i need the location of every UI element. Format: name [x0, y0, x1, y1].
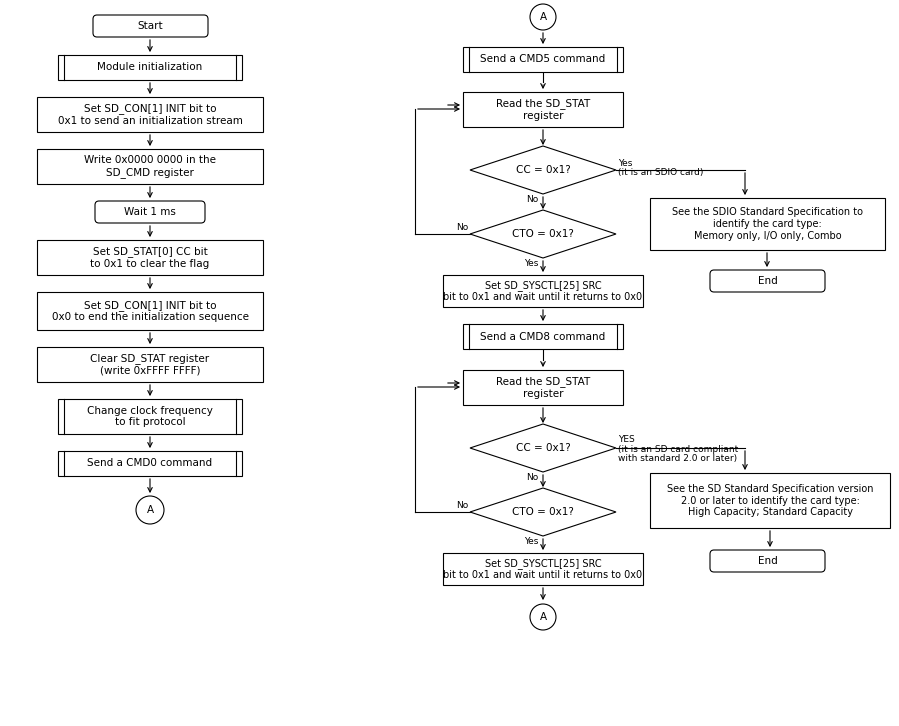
Text: Start: Start	[138, 21, 164, 31]
Bar	[37, 97, 263, 132]
Text: CC = 0x1?: CC = 0x1?	[516, 165, 570, 175]
Polygon shape	[470, 488, 616, 536]
Text: Read the SD_STAT
register: Read the SD_STAT register	[496, 98, 590, 121]
Text: Change clock frequency
to fit protocol: Change clock frequency to fit protocol	[87, 406, 213, 428]
Bar	[650, 198, 885, 250]
Text: End: End	[758, 276, 778, 286]
Text: Set SD_STAT[0] CC bit
to 0x1 to clear the flag: Set SD_STAT[0] CC bit to 0x1 to clear th…	[91, 246, 209, 269]
Text: YES: YES	[618, 436, 635, 444]
Text: Yes: Yes	[618, 158, 632, 168]
FancyBboxPatch shape	[710, 270, 825, 292]
Text: Write 0x0000 0000 in the
SD_CMD register: Write 0x0000 0000 in the SD_CMD register	[84, 155, 216, 178]
Text: End: End	[758, 556, 778, 566]
Text: No: No	[456, 500, 468, 510]
Polygon shape	[470, 210, 616, 258]
Bar	[58, 399, 242, 434]
Text: No: No	[456, 222, 468, 232]
Text: Send a CMD0 command: Send a CMD0 command	[87, 459, 212, 468]
Bar	[37, 149, 263, 184]
Text: Yes: Yes	[523, 537, 538, 547]
Text: No: No	[526, 195, 538, 205]
Bar	[463, 92, 623, 127]
Text: (it is an SD card compliant: (it is an SD card compliant	[618, 444, 738, 454]
Text: A: A	[539, 12, 547, 22]
Text: See the SD Standard Specification version
2.0 or later to identify the card type: See the SD Standard Specification versio…	[667, 484, 873, 517]
Text: Module initialization: Module initialization	[97, 62, 202, 73]
Text: CTO = 0x1?: CTO = 0x1?	[512, 229, 574, 239]
Circle shape	[530, 4, 556, 30]
Text: Wait 1 ms: Wait 1 ms	[124, 207, 176, 217]
FancyBboxPatch shape	[710, 550, 825, 572]
Text: Yes: Yes	[523, 259, 538, 269]
Text: CC = 0x1?: CC = 0x1?	[516, 443, 570, 453]
Bar	[463, 370, 623, 405]
FancyBboxPatch shape	[93, 15, 208, 37]
Bar	[37, 292, 263, 330]
Bar	[443, 275, 643, 307]
Text: Clear SD_STAT register
(write 0xFFFF FFFF): Clear SD_STAT register (write 0xFFFF FFF…	[91, 354, 209, 376]
Circle shape	[136, 496, 164, 524]
Text: (it is an SDIO card): (it is an SDIO card)	[618, 168, 703, 176]
Text: Read the SD_STAT
register: Read the SD_STAT register	[496, 376, 590, 399]
Bar	[443, 553, 643, 585]
Polygon shape	[470, 424, 616, 472]
Bar	[37, 347, 263, 382]
Text: Set SD_CON[1] INIT bit to
0x1 to send an initialization stream: Set SD_CON[1] INIT bit to 0x1 to send an…	[58, 103, 243, 126]
FancyBboxPatch shape	[95, 201, 205, 223]
Text: with standard 2.0 or later): with standard 2.0 or later)	[618, 454, 737, 462]
Bar	[463, 324, 623, 349]
Bar	[58, 55, 242, 80]
Text: Send a CMD5 command: Send a CMD5 command	[480, 54, 606, 65]
Text: See the SDIO Standard Specification to
identify the card type:
Memory only, I/O : See the SDIO Standard Specification to i…	[672, 208, 863, 240]
Bar	[58, 451, 242, 476]
Text: Set SD_SYSCTL[25] SRC
bit to 0x1 and wait until it returns to 0x0: Set SD_SYSCTL[25] SRC bit to 0x1 and wai…	[443, 280, 643, 302]
Bar	[650, 473, 890, 528]
Bar	[463, 47, 623, 72]
Text: A: A	[147, 505, 154, 515]
Text: No: No	[526, 473, 538, 483]
Text: A: A	[539, 612, 547, 622]
Polygon shape	[470, 146, 616, 194]
Circle shape	[530, 604, 556, 630]
Bar	[37, 240, 263, 275]
Text: Send a CMD8 command: Send a CMD8 command	[480, 332, 606, 341]
Text: Set SD_SYSCTL[25] SRC
bit to 0x1 and wait until it returns to 0x0: Set SD_SYSCTL[25] SRC bit to 0x1 and wai…	[443, 558, 643, 580]
Text: CTO = 0x1?: CTO = 0x1?	[512, 507, 574, 517]
Text: Set SD_CON[1] INIT bit to
0x0 to end the initialization sequence: Set SD_CON[1] INIT bit to 0x0 to end the…	[51, 300, 248, 322]
